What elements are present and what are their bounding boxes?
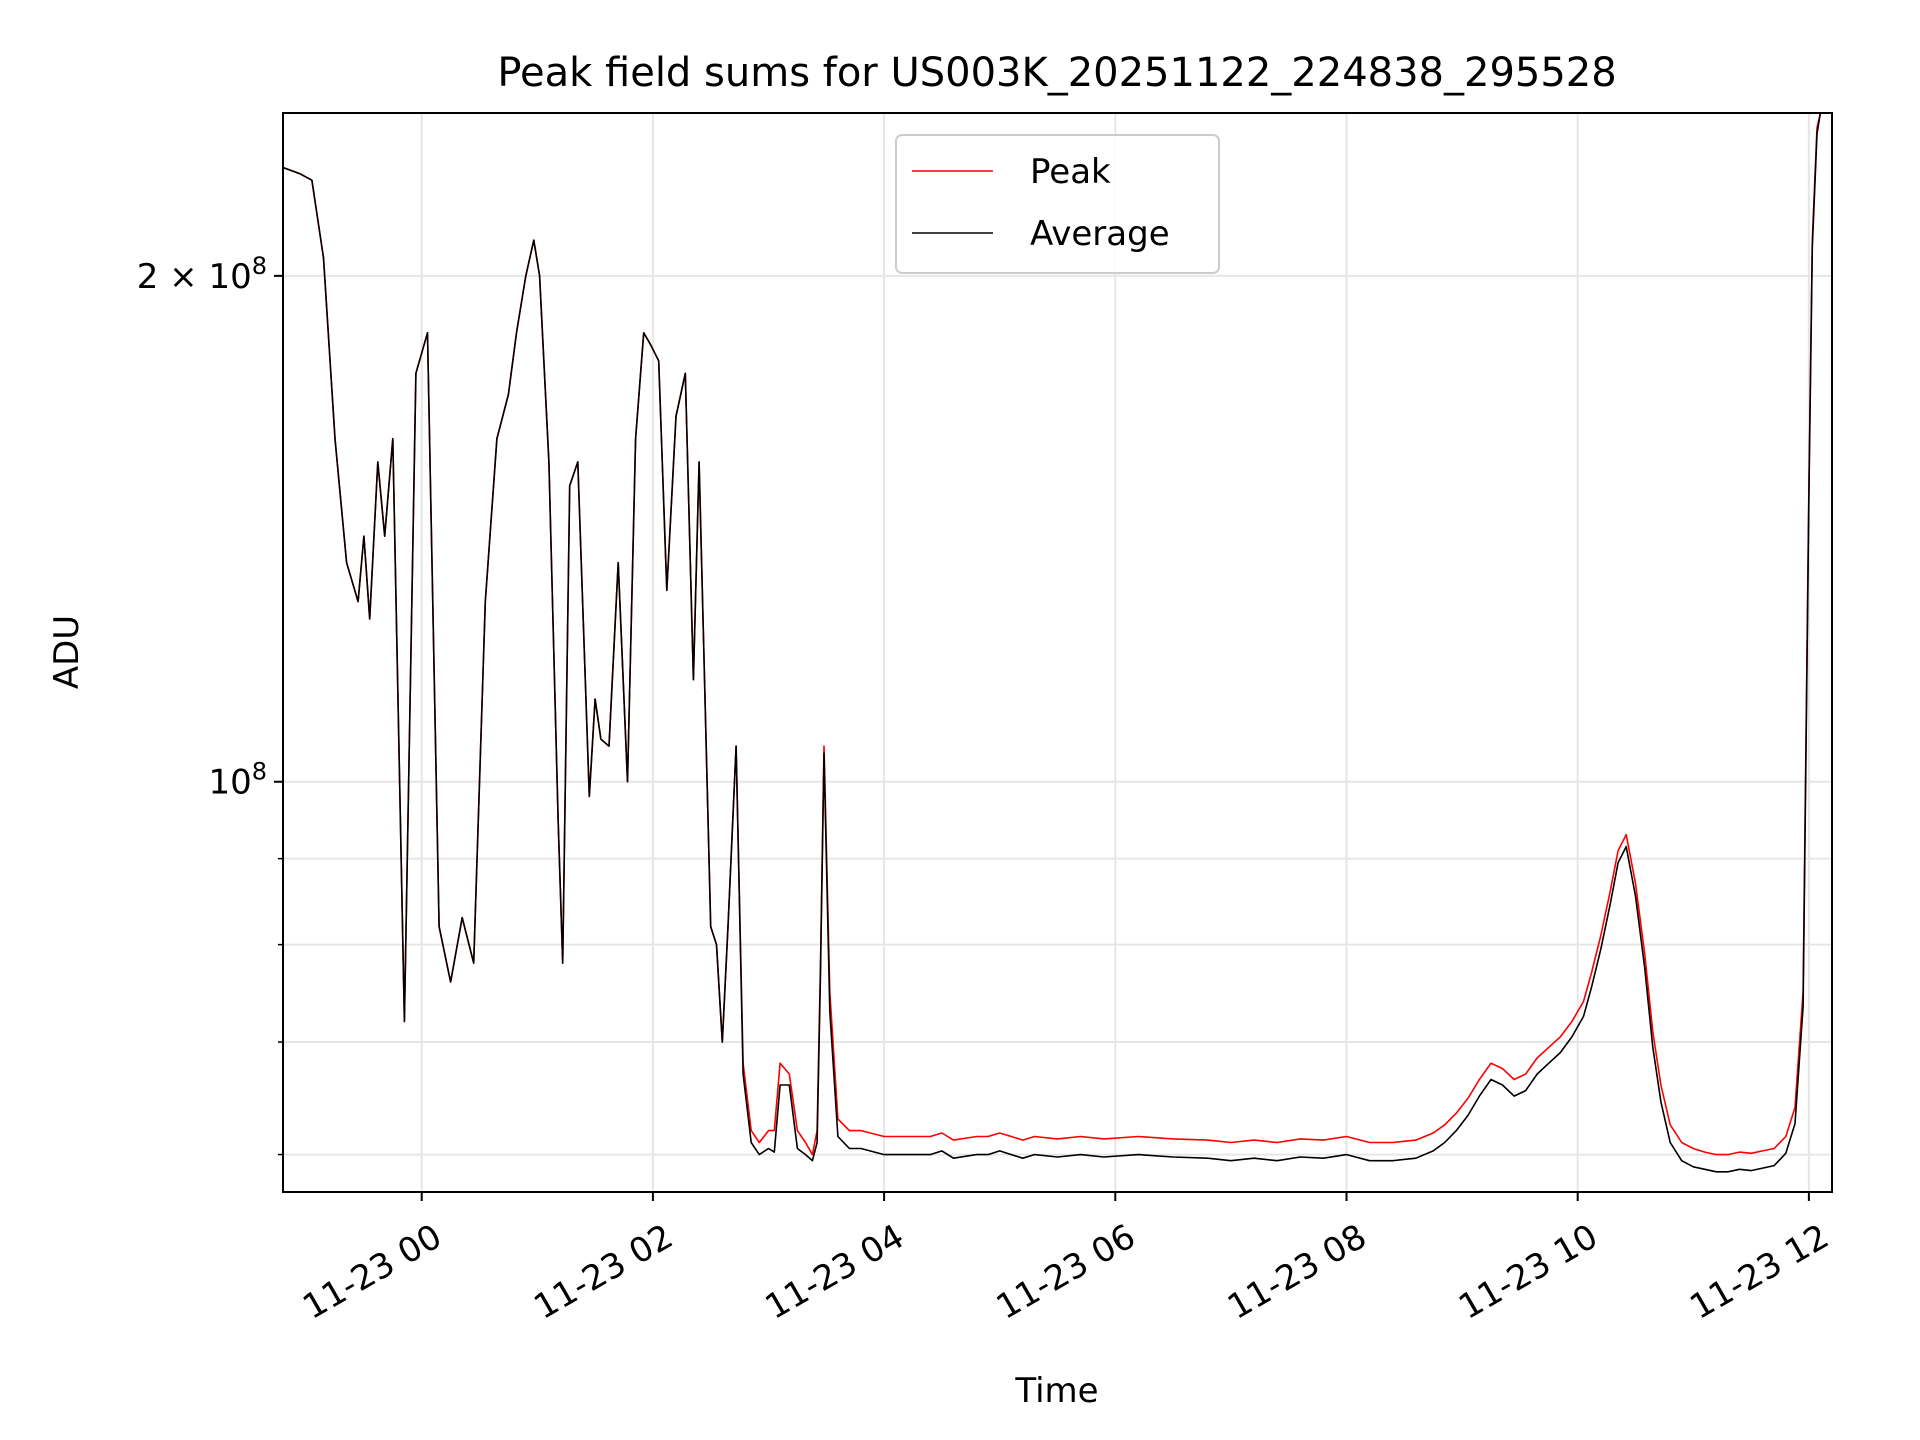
x-axis-label: Time <box>1014 1371 1098 1411</box>
series-line-average <box>283 113 1822 1173</box>
y-tick-label: 2 × 108 <box>137 252 267 297</box>
y-tick-exponent: 8 <box>252 758 267 786</box>
legend-box <box>895 134 1220 274</box>
legend-label-peak: Peak <box>1030 152 1111 192</box>
grid-lines <box>283 113 1832 1192</box>
y-tick-coef-base: 2 × 10 <box>137 257 252 297</box>
axes-frame <box>282 112 1833 1193</box>
plot-area <box>283 113 1822 1173</box>
y-tick-coef-base: 10 <box>208 763 251 803</box>
y-tick-exponent: 8 <box>252 252 267 280</box>
series-layer <box>283 113 1822 1173</box>
y-tick-label: 108 <box>208 758 267 803</box>
legend: Peak Average <box>895 134 1220 274</box>
chart-title: Peak field sums for US003K_20251122_2248… <box>497 50 1616 96</box>
y-axis-label: ADU <box>47 615 87 689</box>
legend-label-average: Average <box>1030 214 1170 254</box>
